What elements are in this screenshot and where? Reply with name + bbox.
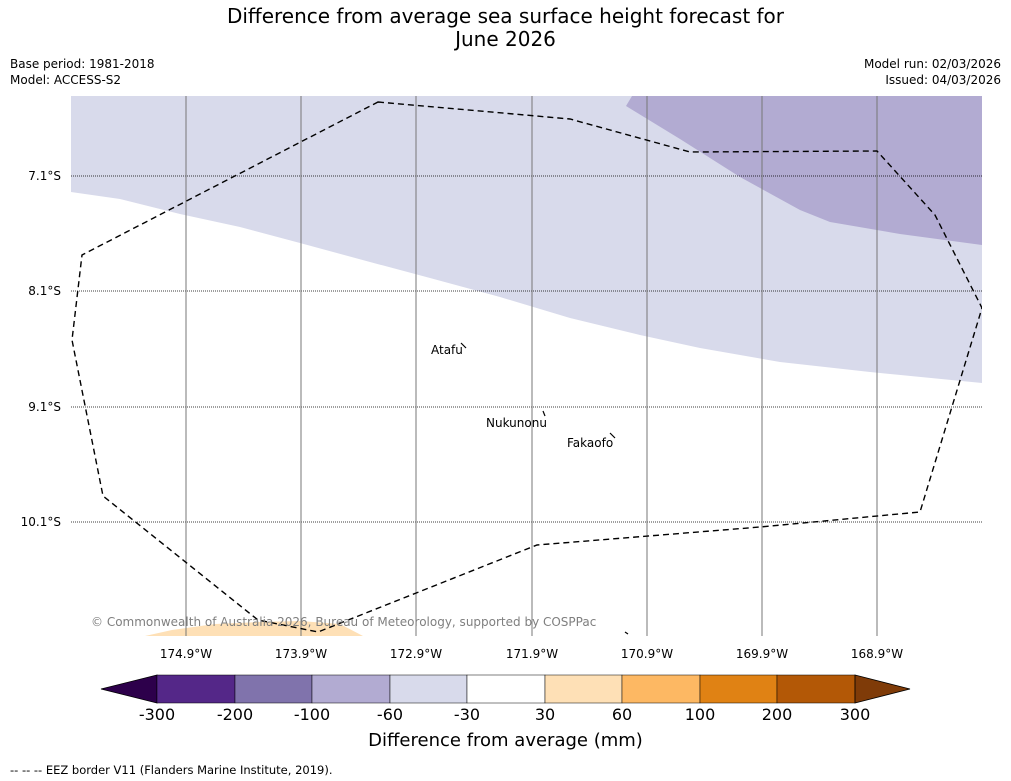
colorbar-segment-1	[156, 674, 236, 704]
colorbar-segment-9	[776, 674, 856, 704]
nukunonu-island	[542, 410, 546, 417]
lat-label-10-1: 10.1°S	[21, 515, 61, 529]
longitude-gridlines	[185, 96, 878, 636]
latitude-labels: 7.1°S 8.1°S 9.1°S 10.1°S	[21, 169, 61, 529]
lon-label-171-9: 171.9°W	[506, 647, 558, 661]
cbar-tick-9: 200	[762, 705, 793, 724]
lon-label-169-9: 169.9°W	[736, 647, 788, 661]
meta-left: Base period: 1981-2018 Model: ACCESS-S2	[10, 56, 155, 88]
cbar-tick-10: 300	[840, 705, 871, 724]
cbar-tick-8: 100	[685, 705, 716, 724]
cbar-tick-7: 60	[612, 705, 632, 724]
map: Atafu Nukunonu Fakaofo © Commonwealth of…	[21, 96, 982, 661]
colorbar-ticks: -300 -200 -100 -60 -30 30 60 100 200 300	[139, 705, 870, 724]
issued-date: Issued: 04/03/2026	[885, 73, 1001, 87]
cbar-tick-2: -200	[217, 705, 253, 724]
lat-label-7-1: 7.1°S	[28, 169, 61, 183]
fakaofo-island	[609, 432, 616, 439]
place-label-nukunonu: Nukunonu	[486, 416, 547, 430]
colorbar-segment-2	[234, 674, 313, 704]
colorbar-segment-8	[699, 674, 778, 704]
copyright-notice: © Commonwealth of Australia 2026, Bureau…	[91, 615, 596, 629]
lon-label-170-9: 170.9°W	[621, 647, 673, 661]
colorbar-segment-3	[311, 674, 391, 704]
colorbar-segment-7	[621, 674, 701, 704]
lat-label-9-1: 9.1°S	[28, 400, 61, 414]
meta-right: Model run: 02/03/2026 Issued: 04/03/2026	[864, 56, 1001, 88]
atafu-island	[460, 342, 467, 349]
colorbar-segment-6	[544, 674, 623, 704]
place-label-fakaofo: Fakaofo	[567, 436, 613, 450]
lon-label-168-9: 168.9°W	[851, 647, 903, 661]
place-label-atafu: Atafu	[431, 343, 463, 357]
map-area: Atafu Nukunonu Fakaofo © Commonwealth of…	[71, 96, 982, 636]
model-name: Model: ACCESS-S2	[10, 73, 122, 87]
island-marks	[460, 342, 629, 635]
colorbar-title: Difference from average (mm)	[368, 730, 643, 751]
cbar-tick-3: -100	[294, 705, 330, 724]
lon-label-173-9: 173.9°W	[275, 647, 327, 661]
title-line-2: June 2026	[455, 27, 556, 51]
cbar-tick-5: -30	[454, 705, 480, 724]
lon-label-174-9: 174.9°W	[160, 647, 212, 661]
lat-label-8-1: 8.1°S	[28, 284, 61, 298]
chart-title: Difference from average sea surface heig…	[0, 5, 1011, 51]
base-period: Base period: 1981-2018	[10, 57, 155, 71]
anomaly-band-30-60	[145, 621, 363, 636]
lon-label-172-9: 172.9°W	[390, 647, 442, 661]
cbar-tick-4: -60	[377, 705, 403, 724]
cbar-tick-1: -300	[139, 705, 175, 724]
colorbar: -300 -200 -100 -60 -30 30 60 100 200 300	[100, 674, 911, 724]
cbar-tick-6: 30	[535, 705, 555, 724]
title-line-1: Difference from average sea surface heig…	[226, 4, 785, 28]
small-island	[624, 631, 629, 635]
colorbar-arrow-low	[100, 674, 158, 704]
colorbar-arrow-high	[854, 674, 911, 704]
colorbar-segment-5	[466, 674, 546, 704]
colorbar-segment-4	[389, 674, 468, 704]
longitude-labels: 174.9°W 173.9°W 172.9°W 171.9°W 170.9°W …	[160, 647, 903, 661]
anomaly-band-minus100-minus60	[626, 96, 982, 245]
eez-legend: -- -- -- EEZ border V11 (Flanders Marine…	[10, 763, 333, 777]
eez-border	[71, 101, 982, 633]
model-run: Model run: 02/03/2026	[863, 57, 1001, 71]
